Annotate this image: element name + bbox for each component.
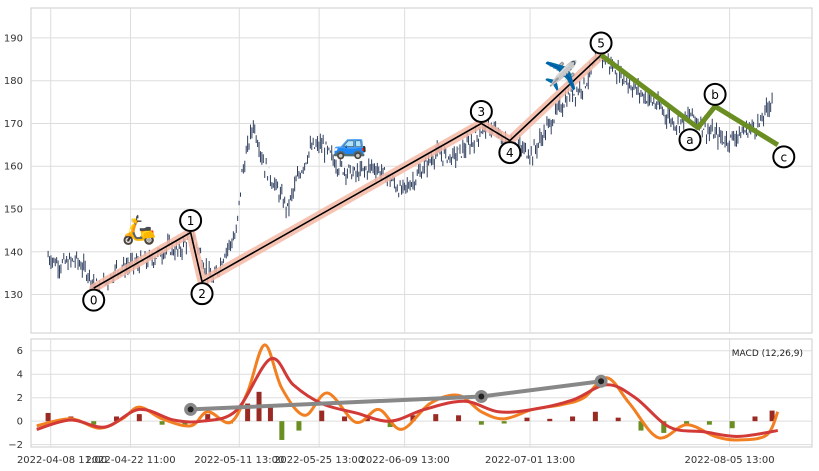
price-y-tick: 140 xyxy=(4,247,23,258)
x-tick: 2022-08-05 13:00 xyxy=(685,455,775,466)
macd-histogram-bar xyxy=(205,414,211,422)
macd-y-tick-labels: −2 0 2 4 6 xyxy=(8,346,23,451)
wave-label-circle xyxy=(772,145,796,169)
macd-histogram-bar xyxy=(769,410,775,422)
macd-histogram-bar xyxy=(387,421,393,428)
macd-histogram-bar xyxy=(501,421,507,424)
price-y-tick: 150 xyxy=(4,204,23,215)
x-tick: 2022-04-08 11:00 xyxy=(17,455,107,466)
macd-histogram-bar xyxy=(342,416,348,422)
macd-histogram-bar xyxy=(159,421,165,425)
price-y-tick: 170 xyxy=(4,119,23,130)
macd-y-tick: 2 xyxy=(17,393,23,404)
macd-y-tick: −2 xyxy=(8,440,23,451)
wave-label-circle xyxy=(589,31,613,55)
wave-label-circle xyxy=(82,288,106,312)
x-tick: 2022-05-11 13:00 xyxy=(194,455,284,466)
wave-label-circle xyxy=(678,128,702,152)
wave-label-1: 1 xyxy=(179,209,203,233)
divergence-point-core xyxy=(187,406,194,413)
macd-histogram-bar xyxy=(91,421,97,425)
macd-histogram-bar xyxy=(410,415,416,422)
macd-histogram-bar xyxy=(524,417,530,422)
macd-histogram-bar xyxy=(433,414,439,422)
macd-histogram-bar xyxy=(364,417,370,422)
macd-histogram-bar xyxy=(114,416,120,422)
macd-y-tick: 4 xyxy=(17,370,23,381)
wave-label-text: 4 xyxy=(506,146,514,160)
wave-label-text: b xyxy=(711,88,719,102)
signal-line xyxy=(36,357,779,438)
macd-histogram-bar xyxy=(706,421,712,425)
price-y-tick: 180 xyxy=(4,76,23,87)
wave-label-circle xyxy=(469,99,493,123)
wave-label-3: 3 xyxy=(469,99,493,123)
macd-histogram-bar xyxy=(592,411,598,422)
wave-label-text: 3 xyxy=(478,105,486,119)
price-y-tick: 130 xyxy=(4,290,23,301)
annotations: 🛵 🚙 ✈️ xyxy=(122,58,579,246)
wave-label-circle xyxy=(190,282,214,306)
macd-histogram-bar xyxy=(45,412,51,422)
wave-label-5: 5 xyxy=(589,31,613,55)
wave-label-circle xyxy=(703,82,727,106)
corrective-wave-line xyxy=(599,53,780,147)
wave-label-a: a xyxy=(678,128,702,152)
macd-y-tick: 6 xyxy=(17,346,23,357)
macd-histogram-bar xyxy=(638,421,644,431)
wave-label-text: c xyxy=(780,150,787,164)
wave-label-0: 0 xyxy=(82,288,106,312)
divergence-point-core xyxy=(478,393,485,400)
macd-histogram-bar xyxy=(615,417,621,422)
wave-label-text: 5 xyxy=(597,37,605,51)
airplane-icon: ✈️ xyxy=(544,58,579,92)
wave-label-c: c xyxy=(772,145,796,169)
x-tick: 2022-05-25 13:00 xyxy=(274,455,364,466)
price-y-tick-labels: 130 140 150 160 170 180 190 xyxy=(4,33,23,301)
divergence-point-core xyxy=(598,378,605,385)
macd-histogram-bar xyxy=(547,418,553,422)
macd-histogram-bar xyxy=(296,421,302,431)
price-y-tick: 160 xyxy=(4,162,23,173)
macd-y-tick: 0 xyxy=(17,417,23,428)
macd-histogram-bar xyxy=(319,410,325,422)
impulse-wave-line xyxy=(93,54,602,289)
wave-label-text: 1 xyxy=(187,214,195,228)
wave-label-text: 0 xyxy=(90,294,98,308)
x-tick: 2022-07-01 13:00 xyxy=(485,455,575,466)
price-panel xyxy=(30,7,813,334)
x-tick: 2022-06-09 13:00 xyxy=(360,455,450,466)
wave-label-text: a xyxy=(686,133,693,147)
corrective-wave xyxy=(599,53,780,147)
macd-histogram-bar xyxy=(245,403,251,422)
car-icon: 🚙 xyxy=(333,127,368,160)
wave-label-b: b xyxy=(703,82,727,106)
macd-legend: MACD (12,26,9) xyxy=(732,349,803,359)
macd-divergence xyxy=(184,374,608,416)
macd-histogram-bar xyxy=(136,414,142,422)
macd-histogram-bar xyxy=(267,404,273,422)
macd-lines xyxy=(36,343,780,442)
macd-grid xyxy=(31,339,812,447)
scooter-icon: 🛵 xyxy=(122,213,157,246)
macd-histogram-bar xyxy=(661,421,667,433)
macd-histogram-bar xyxy=(478,421,484,425)
wave-label-circle xyxy=(179,209,203,233)
macd-histogram-bar xyxy=(182,421,188,426)
wave-label-circle xyxy=(498,141,522,165)
macd-histogram-bar xyxy=(729,421,735,429)
x-tick: 2022-04-22 11:00 xyxy=(85,455,175,466)
wave-label-4: 4 xyxy=(498,141,522,165)
impulse-wave xyxy=(89,50,606,293)
wave-labels: 0 1 2 3 4 5 a b c xyxy=(82,31,796,312)
wave-label-text: 2 xyxy=(198,287,206,301)
macd-histogram-bar xyxy=(279,421,285,440)
wave-label-2: 2 xyxy=(190,282,214,306)
macd-histogram-bar xyxy=(752,416,758,422)
macd-histogram-bar xyxy=(570,416,576,422)
macd-histogram-bar xyxy=(456,415,462,422)
price-y-tick: 190 xyxy=(4,33,23,44)
